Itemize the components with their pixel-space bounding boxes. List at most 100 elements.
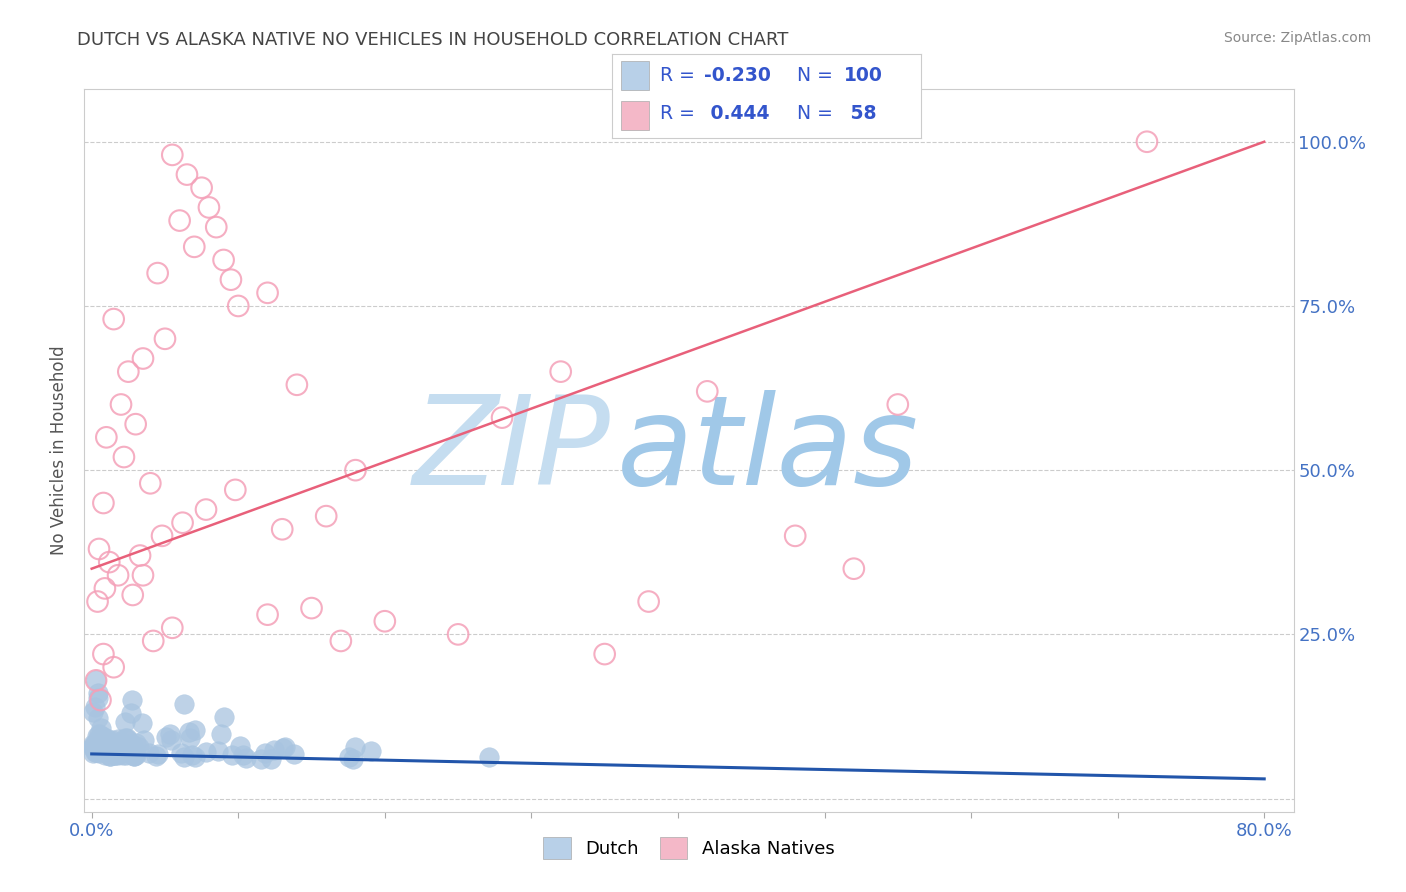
Point	[94, 748, 117, 763]
Text: R =: R =	[659, 103, 700, 123]
Point	[115, 745, 138, 759]
Point	[195, 745, 218, 759]
Point	[90, 729, 112, 743]
Point	[103, 312, 125, 326]
Point	[260, 752, 283, 766]
Point	[696, 384, 718, 399]
Point	[120, 706, 142, 721]
Point	[103, 660, 125, 674]
Point	[125, 748, 148, 763]
Point	[162, 621, 184, 635]
Point	[173, 698, 195, 712]
Text: 0.444: 0.444	[704, 103, 770, 123]
Point	[112, 736, 135, 750]
Point	[139, 476, 162, 491]
Point	[87, 732, 110, 747]
Point	[207, 744, 229, 758]
Point	[169, 213, 191, 227]
Point	[162, 148, 184, 162]
Point	[107, 568, 129, 582]
Point	[842, 562, 865, 576]
Text: 100: 100	[844, 66, 883, 85]
Text: 58: 58	[844, 103, 876, 123]
Point	[107, 748, 129, 763]
Point	[100, 748, 122, 763]
Point	[110, 397, 132, 411]
Point	[89, 693, 111, 707]
Point	[132, 733, 155, 747]
Point	[84, 673, 107, 688]
Point	[145, 749, 167, 764]
Point	[82, 739, 104, 753]
Text: N =: N =	[797, 66, 839, 85]
Point	[117, 365, 139, 379]
Point	[124, 747, 146, 761]
Point	[83, 745, 105, 759]
Point	[107, 736, 129, 750]
Point	[104, 748, 127, 763]
Point	[478, 750, 501, 764]
Point	[342, 752, 364, 766]
Point	[550, 365, 572, 379]
Point	[86, 739, 108, 754]
Point	[121, 692, 143, 706]
Point	[112, 450, 135, 464]
Point	[89, 742, 111, 756]
Point	[128, 739, 150, 754]
Point	[172, 516, 194, 530]
Point	[212, 710, 235, 724]
Point	[89, 744, 111, 758]
Point	[491, 410, 513, 425]
Point	[121, 737, 143, 751]
Point	[274, 739, 297, 754]
Point	[86, 711, 108, 725]
Point	[232, 747, 254, 762]
Point	[181, 747, 204, 762]
Point	[107, 731, 129, 746]
Point	[82, 746, 104, 760]
Point	[271, 522, 294, 536]
Point	[256, 285, 278, 300]
Point	[198, 201, 221, 215]
Point	[115, 747, 138, 762]
Legend: Dutch, Alaska Natives: Dutch, Alaska Natives	[534, 828, 844, 868]
Text: ZIP: ZIP	[412, 390, 610, 511]
Point	[111, 746, 134, 760]
Point	[97, 740, 120, 755]
Point	[209, 727, 232, 741]
Y-axis label: No Vehicles in Household: No Vehicles in Household	[51, 345, 69, 556]
Point	[179, 731, 201, 745]
Text: N =: N =	[797, 103, 839, 123]
Point	[283, 747, 305, 761]
Point	[129, 549, 152, 563]
Point	[86, 739, 108, 753]
Point	[337, 749, 360, 764]
Point	[301, 601, 323, 615]
Point	[256, 607, 278, 622]
Point	[82, 741, 104, 756]
Point	[105, 739, 128, 754]
Point	[179, 724, 201, 739]
Point	[170, 747, 193, 761]
Point	[155, 730, 177, 744]
Point	[115, 731, 138, 745]
Point	[96, 430, 118, 444]
Point	[87, 541, 110, 556]
Point	[89, 746, 111, 760]
Point	[98, 733, 121, 747]
Point	[148, 747, 170, 761]
Point	[329, 634, 352, 648]
Point	[159, 727, 181, 741]
Point	[344, 739, 367, 754]
Point	[132, 351, 155, 366]
Point	[224, 483, 246, 497]
Point	[637, 594, 659, 608]
Point	[93, 647, 115, 661]
Point	[146, 266, 169, 280]
Point	[1136, 135, 1159, 149]
Point	[87, 691, 110, 706]
Point	[360, 744, 382, 758]
Point	[90, 739, 112, 753]
Point	[219, 273, 242, 287]
Point	[86, 729, 108, 743]
